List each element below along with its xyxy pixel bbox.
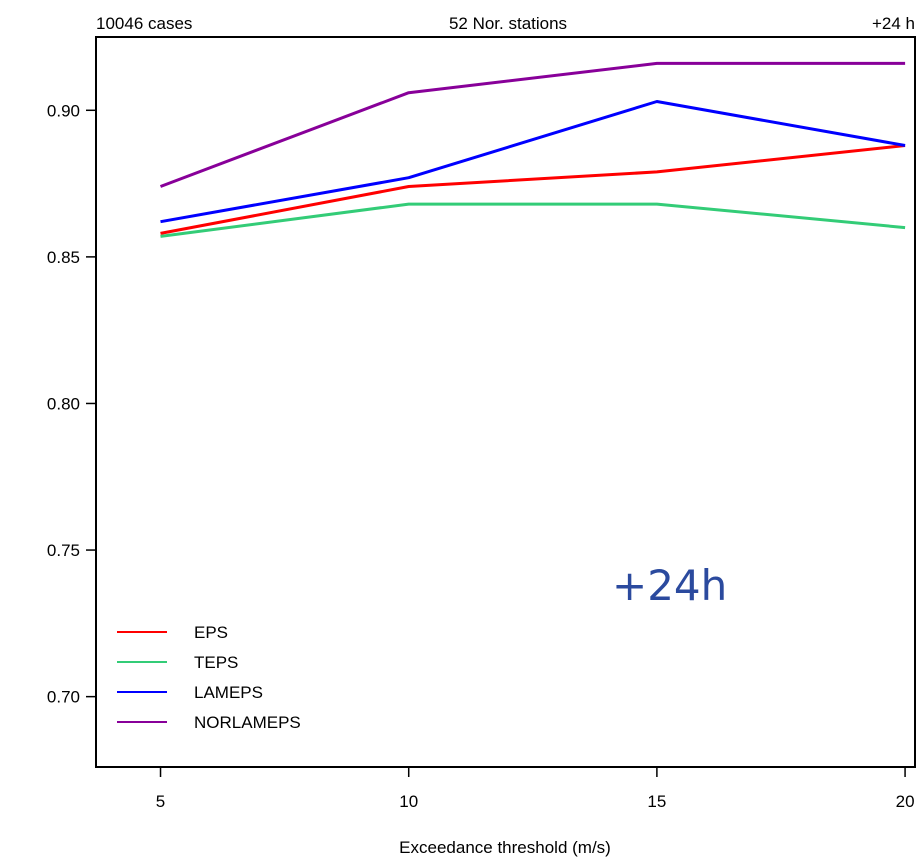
y-tick-label: 0.90	[47, 101, 80, 120]
y-tick-label: 0.75	[47, 541, 80, 560]
legend-label-teps: TEPS	[194, 653, 238, 672]
series-line-teps	[161, 204, 906, 236]
x-axis-label: Exceedance threshold (m/s)	[399, 838, 611, 857]
legend-label-norlameps: NORLAMEPS	[194, 713, 301, 732]
x-axis: 5 10 15 20	[156, 767, 915, 811]
header-left: 10046 cases	[96, 14, 192, 33]
x-tick-label: 5	[156, 792, 165, 811]
series-line-eps	[161, 146, 906, 234]
x-tick-label: 20	[896, 792, 915, 811]
y-tick-label: 0.85	[47, 248, 80, 267]
x-tick-label: 10	[399, 792, 418, 811]
legend-label-eps: EPS	[194, 623, 228, 642]
series-lines	[161, 63, 906, 236]
legend-label-lameps: LAMEPS	[194, 683, 263, 702]
y-axis: 0.70 0.75 0.80 0.85 0.90	[47, 101, 96, 706]
y-tick-label: 0.80	[47, 394, 80, 413]
header-right: +24 h	[872, 14, 915, 33]
header-center: 52 Nor. stations	[449, 14, 567, 33]
legend: EPS TEPS LAMEPS NORLAMEPS	[117, 623, 301, 732]
y-tick-label: 0.70	[47, 688, 80, 707]
x-tick-label: 15	[647, 792, 666, 811]
horizon-annotation: +24h	[612, 561, 727, 610]
